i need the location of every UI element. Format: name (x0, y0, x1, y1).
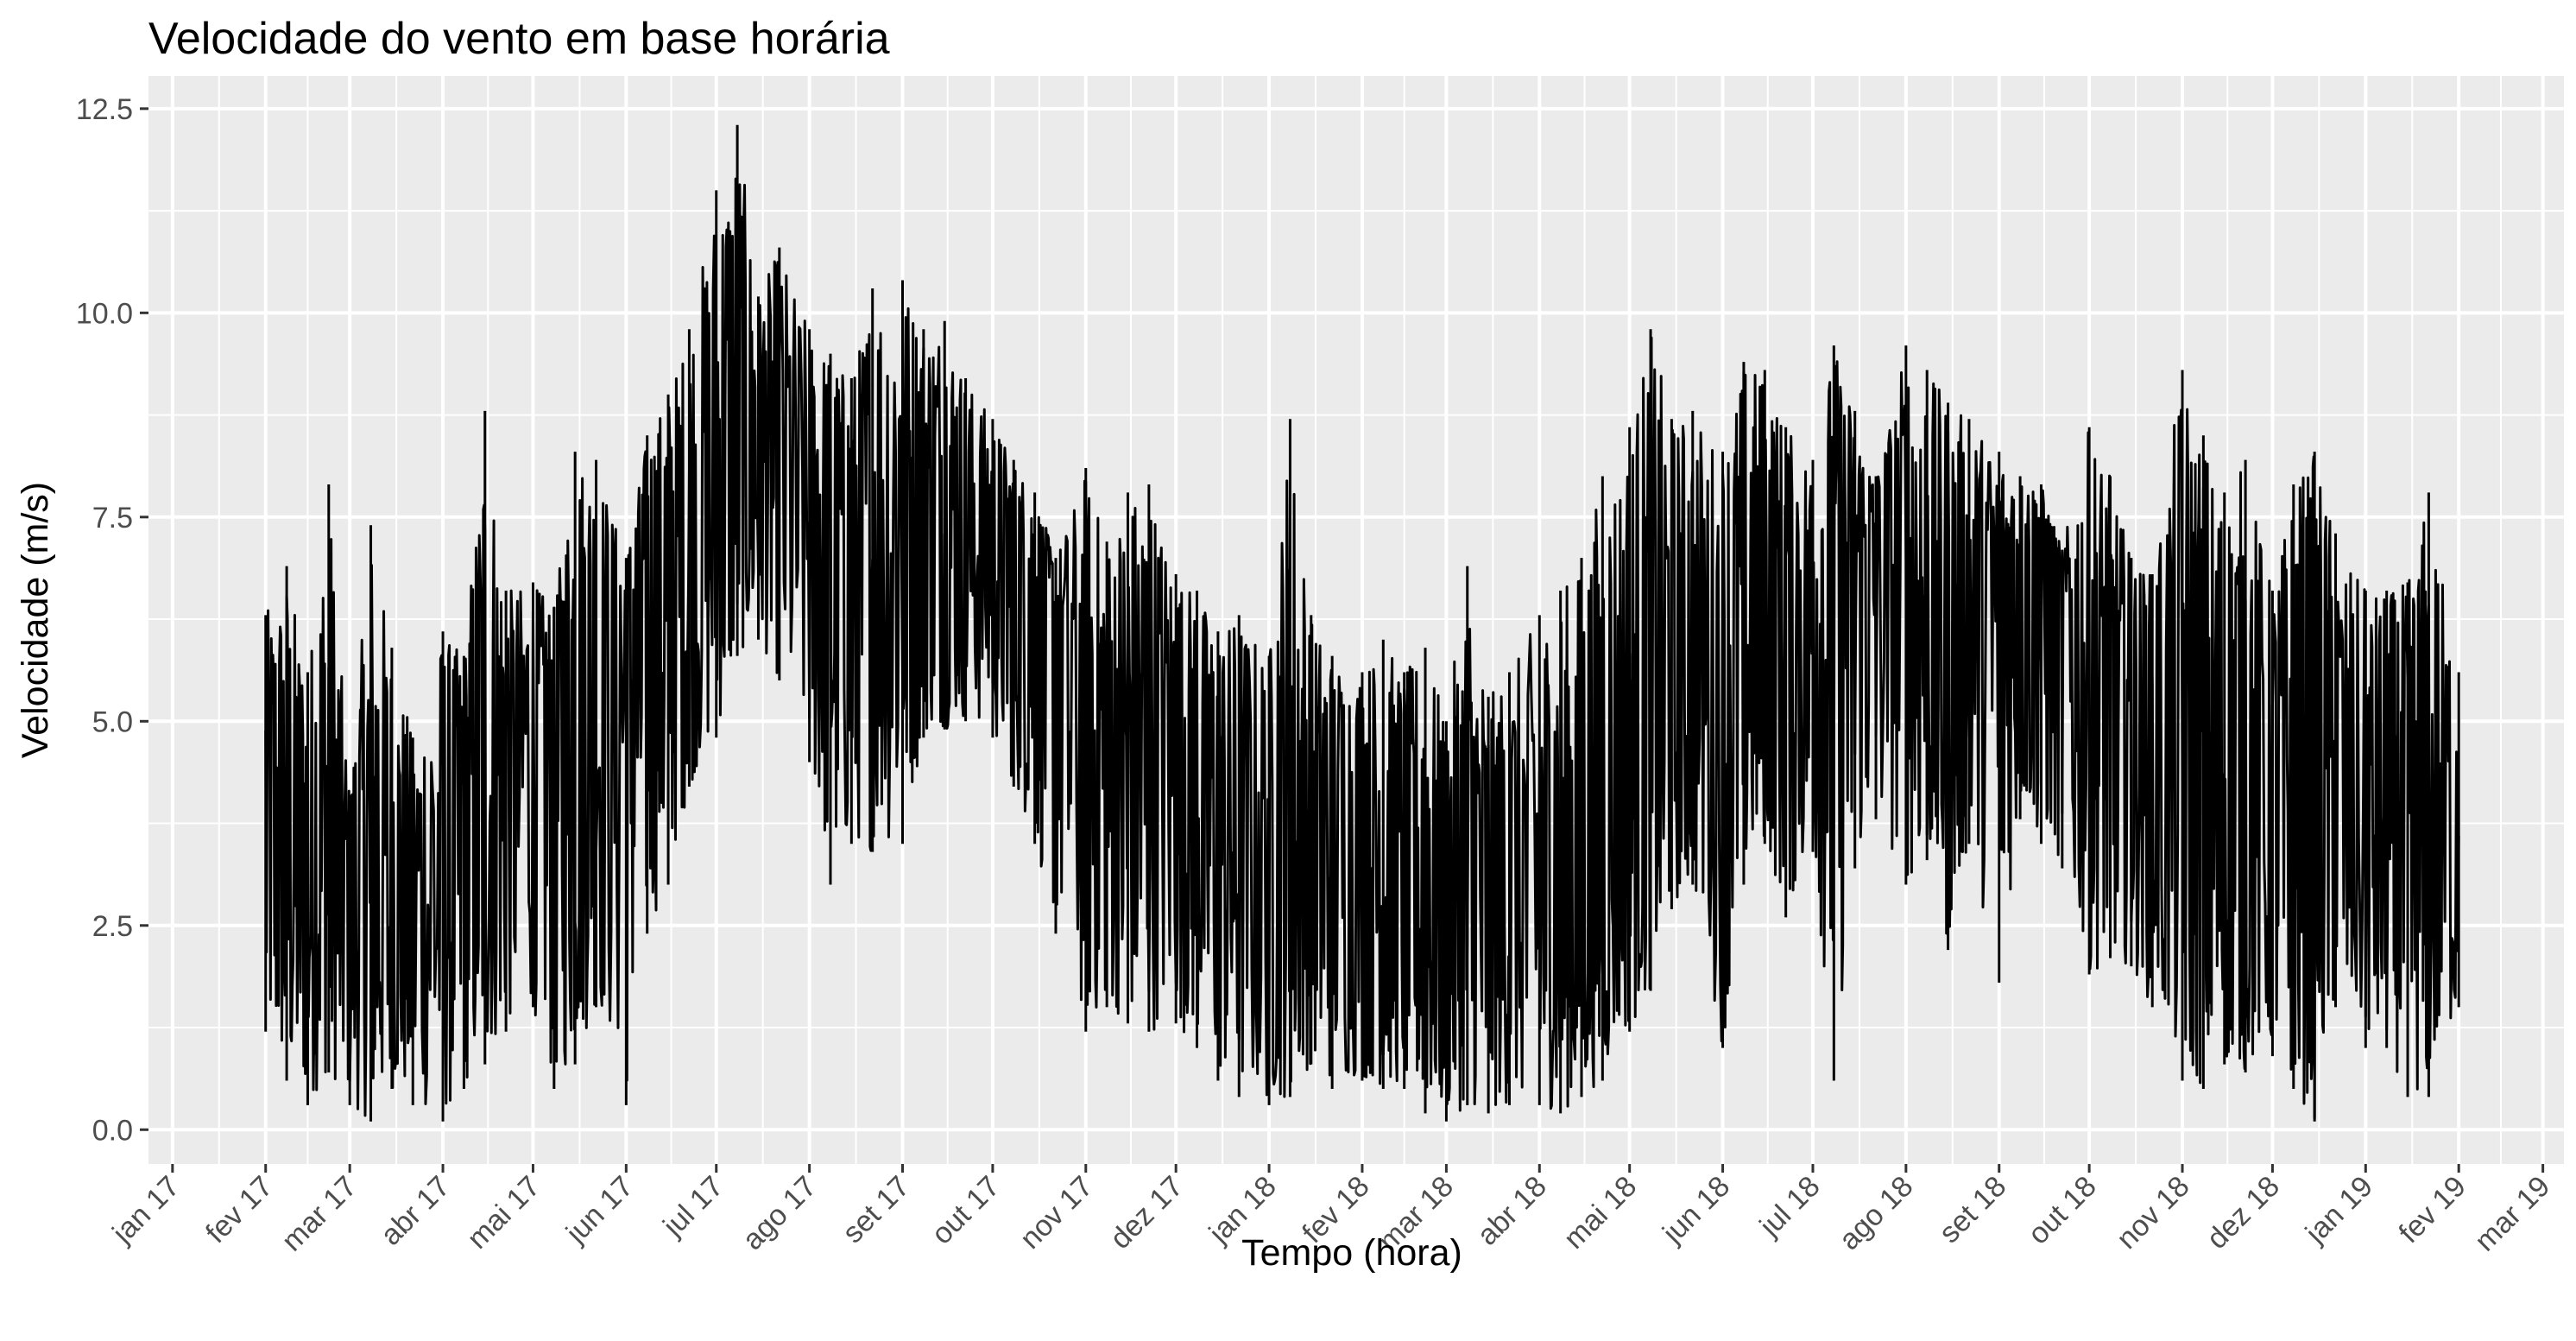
x-tick-label: jan 17 (105, 1170, 186, 1250)
x-tick-label: mar 19 (2469, 1170, 2557, 1258)
x-tick-label: jul 18 (1753, 1170, 1827, 1243)
y-tick-label: 5.0 (92, 705, 133, 738)
x-tick-label: mar 17 (275, 1170, 363, 1258)
x-tick-label: fev 17 (199, 1170, 279, 1249)
y-axis: 0.0 2.5 5.0 7.5 10.0 12.5 (76, 93, 148, 1147)
x-tick-label: set 18 (1933, 1170, 2012, 1249)
x-axis-title: Tempo (hora) (1241, 1232, 1462, 1274)
x-tick-label: ago 17 (736, 1170, 823, 1256)
series-group (264, 124, 2460, 1122)
y-tick-label: 7.5 (92, 502, 133, 535)
y-tick-label: 10.0 (76, 297, 133, 330)
x-tick-label: set 17 (837, 1170, 916, 1249)
y-tick-label: 2.5 (92, 910, 133, 943)
x-tick-label: fev 19 (2392, 1170, 2472, 1249)
x-tick-label: mai 17 (461, 1170, 546, 1256)
x-tick-label: jun 17 (559, 1170, 640, 1250)
x-tick-label: nov 18 (2111, 1170, 2196, 1256)
x-tick-label: jan 19 (2299, 1170, 2379, 1250)
x-tick-label: jul 17 (656, 1170, 729, 1243)
x-tick-label: out 18 (2022, 1170, 2103, 1251)
y-tick-label: 0.0 (92, 1114, 133, 1147)
x-tick-label: ago 18 (1833, 1170, 1919, 1256)
x-tick-label: dez 18 (2200, 1170, 2286, 1256)
x-tick-label: abr 18 (1471, 1170, 1553, 1252)
x-tick-label: jun 18 (1656, 1170, 1736, 1250)
y-tick-label: 12.5 (76, 93, 133, 126)
x-tick-label: out 17 (925, 1170, 1007, 1251)
x-tick-label: dez 17 (1104, 1170, 1190, 1256)
x-tick-label: abr 17 (375, 1170, 457, 1252)
x-tick-label: nov 17 (1013, 1170, 1099, 1256)
chart-title: Velocidade do vento em base horária (148, 14, 890, 64)
y-axis-title: Velocidade (m/s) (15, 482, 56, 758)
x-tick-label: mai 18 (1557, 1170, 1643, 1256)
